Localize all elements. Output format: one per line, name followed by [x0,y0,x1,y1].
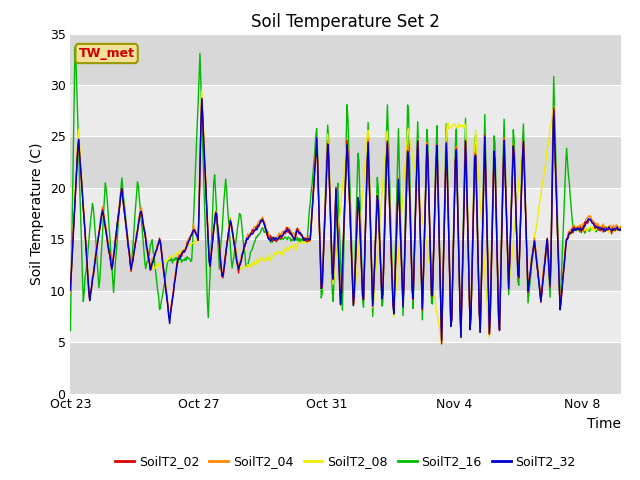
SoilT2_32 [209,236,217,241]
SoilT2_04 [483,209,490,215]
SoilT2_08 [317,254,324,260]
Text: TW_met: TW_met [79,47,134,60]
SoilT2_02 [164,304,172,310]
Bar [70,136,621,188]
SoilT2_32 [317,255,324,261]
SoilT2_04 [67,288,74,294]
Bar [70,291,621,342]
SoilT2_32 [435,224,443,229]
SoilT2_16 [435,211,443,217]
SoilT2_04 [209,233,217,239]
X-axis label: Time: Time [587,417,621,431]
SoilT2_02 [617,227,625,232]
SoilT2_04 [164,300,172,306]
SoilT2_32 [483,212,490,217]
SoilT2_04 [435,218,443,224]
SoilT2_08 [617,226,625,231]
SoilT2_08 [198,88,205,94]
SoilT2_04 [317,253,324,259]
SoilT2_08 [164,257,172,263]
SoilT2_02 [317,252,324,257]
Bar [70,342,621,394]
SoilT2_02 [392,257,399,263]
Line: SoilT2_32: SoilT2_32 [70,99,621,341]
SoilT2_16 [617,227,625,232]
SoilT2_16 [165,257,173,263]
SoilT2_32 [438,338,445,344]
SoilT2_08 [435,322,443,328]
SoilT2_04 [438,336,445,342]
SoilT2_04 [392,253,399,259]
SoilT2_08 [67,289,74,295]
SoilT2_02 [483,212,490,218]
Bar [70,240,621,291]
SoilT2_04 [198,95,205,101]
SoilT2_32 [164,302,172,308]
SoilT2_16 [392,234,399,240]
Line: SoilT2_04: SoilT2_04 [70,98,621,339]
SoilT2_02 [67,285,74,291]
Legend: SoilT2_02, SoilT2_04, SoilT2_08, SoilT2_16, SoilT2_32: SoilT2_02, SoilT2_04, SoilT2_08, SoilT2_… [110,450,581,473]
SoilT2_02 [209,237,217,243]
SoilT2_32 [67,288,74,293]
SoilT2_16 [317,259,324,264]
SoilT2_08 [209,237,217,242]
SoilT2_02 [438,341,445,347]
SoilT2_32 [198,96,205,102]
SoilT2_16 [209,202,217,208]
SoilT2_16 [71,45,79,50]
SoilT2_08 [483,294,490,300]
Line: SoilT2_02: SoilT2_02 [70,99,621,344]
SoilT2_16 [67,328,74,334]
Line: SoilT2_08: SoilT2_08 [70,91,621,344]
Bar [70,188,621,240]
SoilT2_16 [483,199,490,204]
SoilT2_08 [438,341,445,347]
SoilT2_04 [617,223,625,229]
SoilT2_02 [435,224,443,229]
SoilT2_32 [392,256,399,262]
Bar [70,85,621,136]
SoilT2_08 [392,290,399,296]
Title: Soil Temperature Set 2: Soil Temperature Set 2 [251,12,440,31]
Bar [70,34,621,85]
Line: SoilT2_16: SoilT2_16 [70,48,621,340]
Y-axis label: Soil Temperature (C): Soil Temperature (C) [30,143,44,285]
SoilT2_02 [198,96,205,102]
SoilT2_32 [617,226,625,232]
SoilT2_16 [438,337,445,343]
